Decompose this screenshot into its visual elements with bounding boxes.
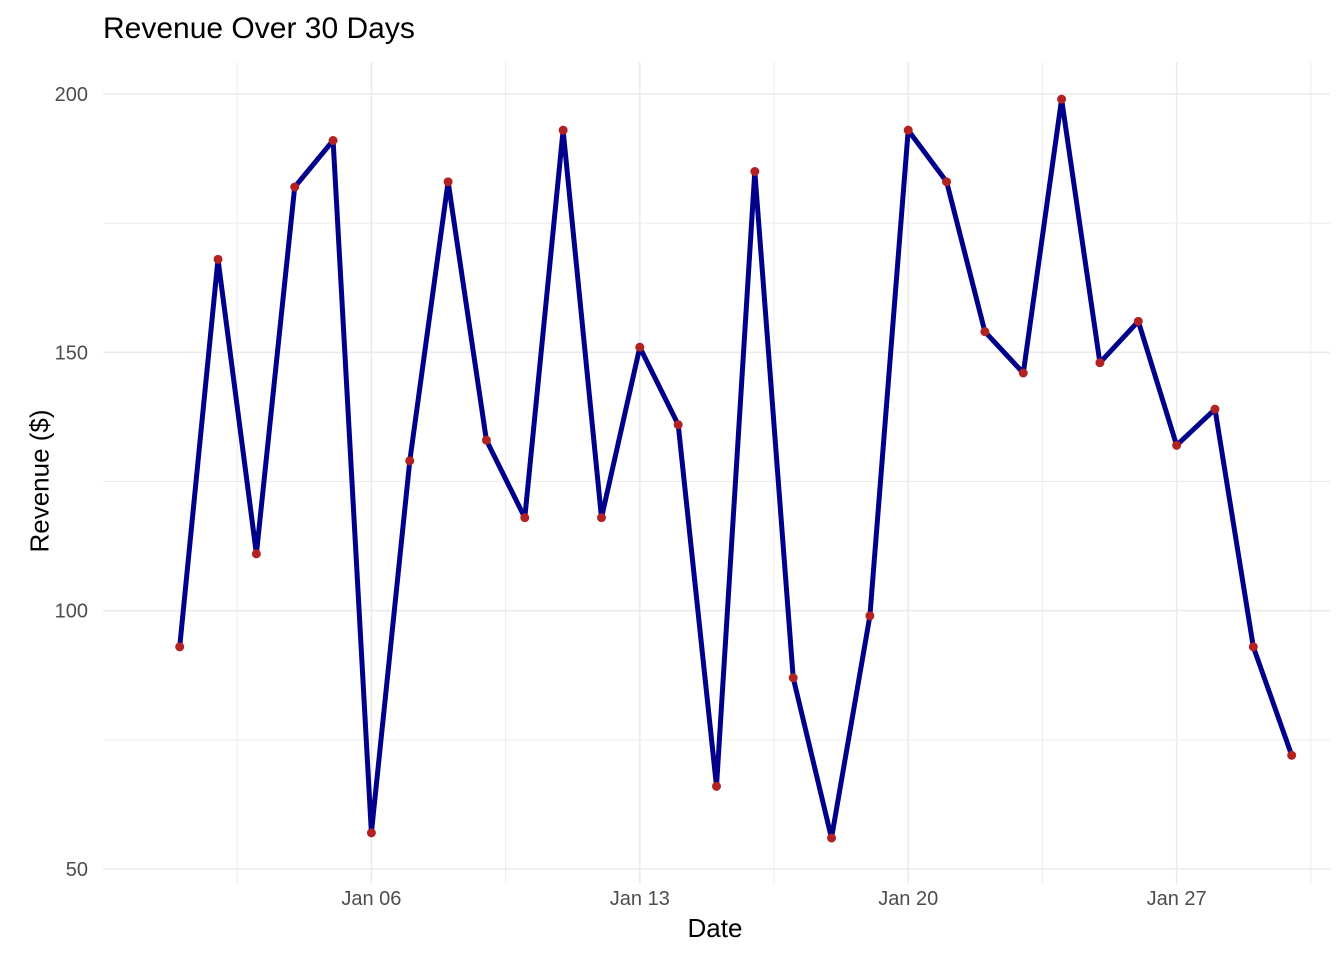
data-point [443, 177, 453, 187]
data-point [673, 420, 683, 430]
x-tick-label: Jan 06 [341, 888, 401, 910]
data-point [980, 327, 990, 337]
y-tick-label: 100 [55, 601, 88, 623]
data-point [1018, 368, 1028, 378]
data-point [903, 125, 913, 135]
data-point [712, 781, 721, 791]
series-line [177, 96, 1295, 841]
y-tick-label: 150 [55, 342, 88, 364]
data-point [942, 177, 952, 187]
data-point [366, 828, 376, 838]
data-point [1248, 642, 1258, 652]
data-point [290, 182, 300, 192]
y-tick-label: 50 [66, 859, 88, 881]
grid-lines [103, 62, 1330, 884]
data-point [175, 642, 185, 652]
data-point [1133, 316, 1143, 326]
data-point [596, 513, 606, 523]
data-point [481, 435, 491, 445]
data-point [558, 125, 568, 135]
data-point [827, 833, 837, 843]
data-point [750, 167, 760, 176]
y-axis-label: Revenue ($) [24, 409, 55, 553]
x-tick-label: Jan 20 [878, 888, 938, 910]
chart-title: Revenue Over 30 Days [103, 12, 415, 45]
data-point [213, 254, 223, 264]
data-point [1172, 440, 1182, 450]
data-point [865, 611, 875, 621]
x-axis-label: Date [687, 913, 743, 943]
y-tick-label: 200 [55, 84, 88, 106]
data-point [1287, 750, 1297, 760]
data-point [328, 136, 338, 145]
data-point [251, 549, 261, 559]
data-point [520, 513, 530, 523]
data-point [1095, 358, 1105, 368]
x-tick-label: Jan 13 [610, 888, 670, 910]
data-point [1210, 404, 1220, 414]
data-point [788, 673, 798, 683]
x-tick-label: Jan 27 [1147, 888, 1207, 910]
data-point [635, 342, 645, 352]
data-point [1057, 94, 1067, 104]
data-point [405, 456, 415, 466]
